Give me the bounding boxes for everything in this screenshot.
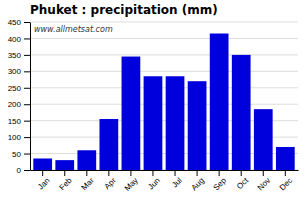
tick-mark — [24, 170, 30, 171]
tick: 400 — [8, 35, 30, 44]
tick-mark — [24, 88, 30, 89]
grid-line — [30, 87, 298, 88]
tick-mark — [263, 170, 264, 176]
tick: Dec — [278, 170, 294, 192]
tick-label: Jun — [146, 176, 161, 191]
chart: 0 50 100 150 200 250 300 350 400 450 Jan Feb Mar Apr M… — [0, 0, 306, 200]
tick: Mar — [80, 170, 96, 192]
tick: 250 — [8, 84, 30, 93]
tick-mark — [197, 170, 198, 176]
tick: 0 — [17, 166, 30, 175]
tick: 300 — [8, 67, 30, 76]
grid-line — [30, 71, 298, 72]
tick: Nov — [256, 170, 272, 192]
y-axis: 0 50 100 150 200 250 300 350 400 450 — [8, 18, 31, 175]
tick-label: 450 — [8, 18, 22, 27]
tick: 100 — [8, 133, 30, 142]
axis-line — [30, 23, 31, 171]
tick-label: Mar — [80, 176, 96, 192]
bar — [144, 76, 163, 170]
x-axis: Jan Feb Mar Apr May Jun Jul Aug Sep Oct Nov Dec — [31, 170, 299, 193]
tick: May — [123, 170, 140, 193]
tick: Jan — [36, 170, 51, 191]
tick-label: May — [123, 176, 140, 193]
tick: 200 — [8, 100, 30, 109]
tick-mark — [24, 55, 30, 56]
tick-label: Jan — [36, 176, 51, 191]
tick-mark — [241, 170, 242, 176]
tick-label: Dec — [278, 176, 294, 192]
tick: Jul — [170, 170, 184, 190]
tick-label: Aug — [190, 176, 206, 192]
tick-mark — [108, 170, 109, 176]
bar — [77, 150, 96, 170]
tick-mark — [24, 121, 30, 122]
tick-mark — [285, 170, 286, 176]
tick-mark — [42, 170, 43, 176]
tick-label: 350 — [8, 51, 22, 60]
bar — [122, 57, 141, 170]
tick-label: 50 — [12, 150, 21, 159]
tick-mark — [24, 154, 30, 155]
title: Phuket : precipitation (mm) — [30, 3, 218, 17]
bar — [232, 55, 251, 170]
tick-label: Apr — [103, 176, 118, 191]
tick-mark — [152, 170, 153, 176]
tick-mark — [24, 22, 30, 23]
tick-mark — [219, 170, 220, 176]
bar — [276, 147, 295, 170]
tick-mark — [86, 170, 87, 176]
tick: Feb — [58, 170, 75, 192]
tick-mark — [24, 137, 30, 138]
tick-mark — [64, 170, 65, 176]
bar — [166, 76, 185, 170]
tick-label: 100 — [8, 133, 22, 142]
grid-line — [30, 54, 298, 55]
tick: Aug — [190, 170, 206, 192]
bar — [99, 119, 118, 170]
tick-label: 300 — [8, 67, 22, 76]
tick-label: Jul — [170, 176, 184, 190]
tick: Apr — [103, 170, 118, 191]
grid-line — [30, 104, 298, 105]
tick-label: 150 — [8, 117, 22, 126]
tick: 50 — [12, 150, 30, 159]
grid-line — [30, 22, 298, 23]
tick: 350 — [8, 51, 30, 60]
axis-line — [31, 170, 299, 171]
tick: 150 — [8, 117, 30, 126]
grid — [30, 22, 298, 170]
grid-line — [30, 38, 298, 39]
tick-label: 250 — [8, 84, 22, 93]
bar — [33, 158, 52, 170]
tick: Oct — [235, 170, 251, 191]
tick-label: Feb — [58, 176, 75, 193]
tick-mark — [24, 38, 30, 39]
bar — [210, 34, 229, 170]
tick-mark — [24, 71, 30, 72]
tick-label: 400 — [8, 35, 22, 44]
tick: Sep — [212, 170, 229, 192]
bar — [55, 160, 74, 170]
tick-mark — [24, 104, 30, 105]
annotation: www.allmetsat.com — [34, 25, 113, 34]
tick: 450 — [8, 18, 30, 27]
bar — [254, 109, 273, 170]
tick-label: Oct — [235, 175, 251, 191]
bars — [33, 34, 294, 170]
bar — [188, 81, 207, 170]
plot-area: 0 50 100 150 200 250 300 350 400 450 Jan Feb Mar Apr M… — [8, 18, 299, 193]
tick-mark — [175, 170, 176, 176]
tick: Jun — [146, 170, 161, 191]
tick-label: 0 — [17, 166, 22, 175]
tick-label: Sep — [212, 176, 229, 193]
tick-label: 200 — [8, 100, 22, 109]
tick-label: Nov — [256, 176, 272, 192]
tick-mark — [130, 170, 131, 176]
